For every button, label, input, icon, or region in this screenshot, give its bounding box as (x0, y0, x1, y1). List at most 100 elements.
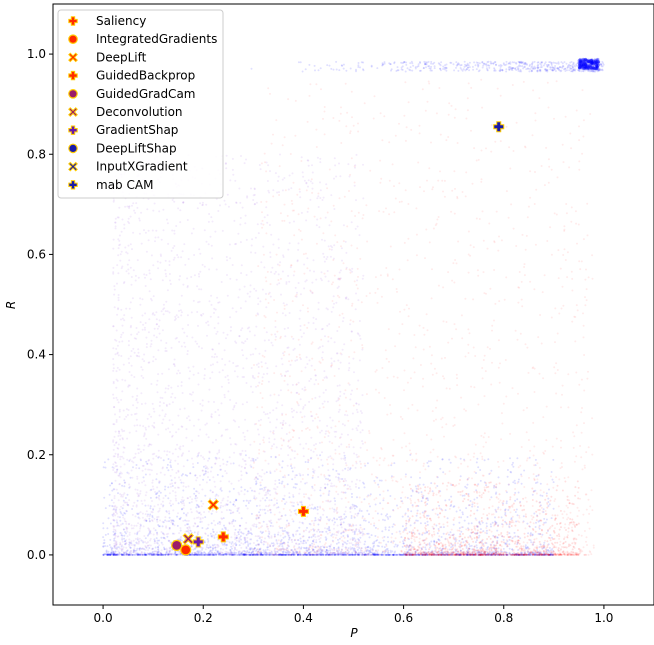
cloud-point (340, 521, 343, 524)
cloud-point (328, 479, 331, 482)
cloud-point (156, 391, 159, 394)
cloud-point (114, 353, 117, 356)
cloud-point (333, 274, 336, 277)
cloud-point (483, 292, 486, 295)
cloud-point (120, 545, 123, 548)
cloud-point (165, 275, 168, 278)
cloud-point (451, 279, 454, 282)
cloud-point (291, 428, 294, 431)
cloud-point (222, 462, 225, 465)
cloud-point (240, 478, 243, 481)
cloud-point (153, 421, 156, 424)
cloud-point (501, 552, 504, 555)
cloud-point (479, 550, 482, 553)
cloud-point (322, 252, 325, 255)
cloud-point (139, 424, 142, 427)
cloud-point (349, 319, 352, 322)
cloud-point (208, 544, 211, 547)
cloud-point (181, 250, 184, 253)
cloud-point (130, 333, 133, 336)
cloud-point (456, 384, 459, 387)
cloud-point (448, 387, 451, 390)
cloud-point (470, 553, 473, 556)
cloud-point (168, 550, 171, 553)
cloud-point (584, 493, 587, 496)
cloud-point (306, 326, 309, 329)
cloud-point (283, 304, 286, 307)
cloud-point (248, 330, 251, 333)
cloud-point (408, 519, 411, 522)
cloud-point (501, 553, 504, 556)
cloud-point (361, 277, 364, 280)
cloud-point (315, 541, 318, 544)
cloud-point (317, 519, 320, 522)
cloud-point (133, 501, 136, 504)
cloud-point (258, 164, 261, 166)
cloud-point (115, 506, 118, 509)
cloud-point (339, 277, 342, 280)
cloud-point (113, 545, 116, 547)
cloud-point (137, 444, 140, 447)
cloud-point (172, 509, 175, 512)
cloud-point (370, 473, 373, 476)
cloud-point (163, 415, 166, 418)
cloud-point (175, 471, 178, 474)
cloud-point (227, 551, 230, 554)
cloud-point (252, 542, 255, 544)
cloud-point (259, 514, 262, 517)
cloud-point (210, 244, 213, 247)
cloud-point (586, 202, 589, 205)
cloud-point (426, 486, 429, 488)
cloud-point (498, 553, 501, 556)
cloud-point (440, 553, 443, 556)
cloud-point (311, 164, 313, 167)
cloud-point (271, 445, 274, 448)
cloud-point (581, 89, 584, 92)
cloud-point (143, 360, 146, 363)
cloud-point (220, 435, 223, 438)
cloud-point (497, 366, 500, 369)
cloud-point (152, 355, 155, 358)
cloud-point (326, 463, 329, 466)
cloud-point (567, 553, 570, 556)
cloud-point (302, 253, 305, 256)
cloud-point (361, 348, 364, 351)
cloud-point (271, 552, 274, 555)
cloud-point (217, 316, 220, 319)
cloud-point (157, 433, 160, 436)
cloud-point (580, 549, 582, 552)
cloud-point (289, 553, 292, 556)
cloud-point (253, 188, 256, 191)
cloud-point (566, 553, 569, 556)
cloud-point (318, 360, 321, 363)
cloud-point (304, 551, 306, 554)
cloud-point (266, 509, 269, 512)
cloud-point (294, 549, 297, 552)
cloud-point (265, 232, 268, 235)
cloud-point (172, 503, 174, 506)
cloud-point (583, 553, 586, 556)
cloud-point (354, 538, 357, 541)
cloud-point (331, 507, 334, 510)
cloud-point (257, 521, 260, 524)
cloud-point (128, 541, 131, 544)
cloud-point (197, 273, 200, 275)
cloud-point (356, 546, 359, 549)
cloud-point (407, 101, 410, 104)
cloud-point (265, 493, 268, 496)
cloud-point (338, 277, 341, 280)
cloud-point (475, 159, 478, 162)
cloud-point (399, 415, 402, 418)
cloud-point (264, 541, 267, 544)
cloud-point (248, 553, 251, 556)
cloud-point (591, 417, 594, 420)
cloud-point (330, 426, 333, 429)
cloud-point (431, 373, 434, 376)
cloud-point (358, 334, 361, 337)
cloud-point (226, 499, 229, 502)
cloud-point (220, 517, 223, 520)
cloud-point (546, 502, 548, 504)
cloud-point (382, 490, 385, 493)
cloud-point (355, 408, 358, 411)
cloud-point (467, 352, 470, 354)
